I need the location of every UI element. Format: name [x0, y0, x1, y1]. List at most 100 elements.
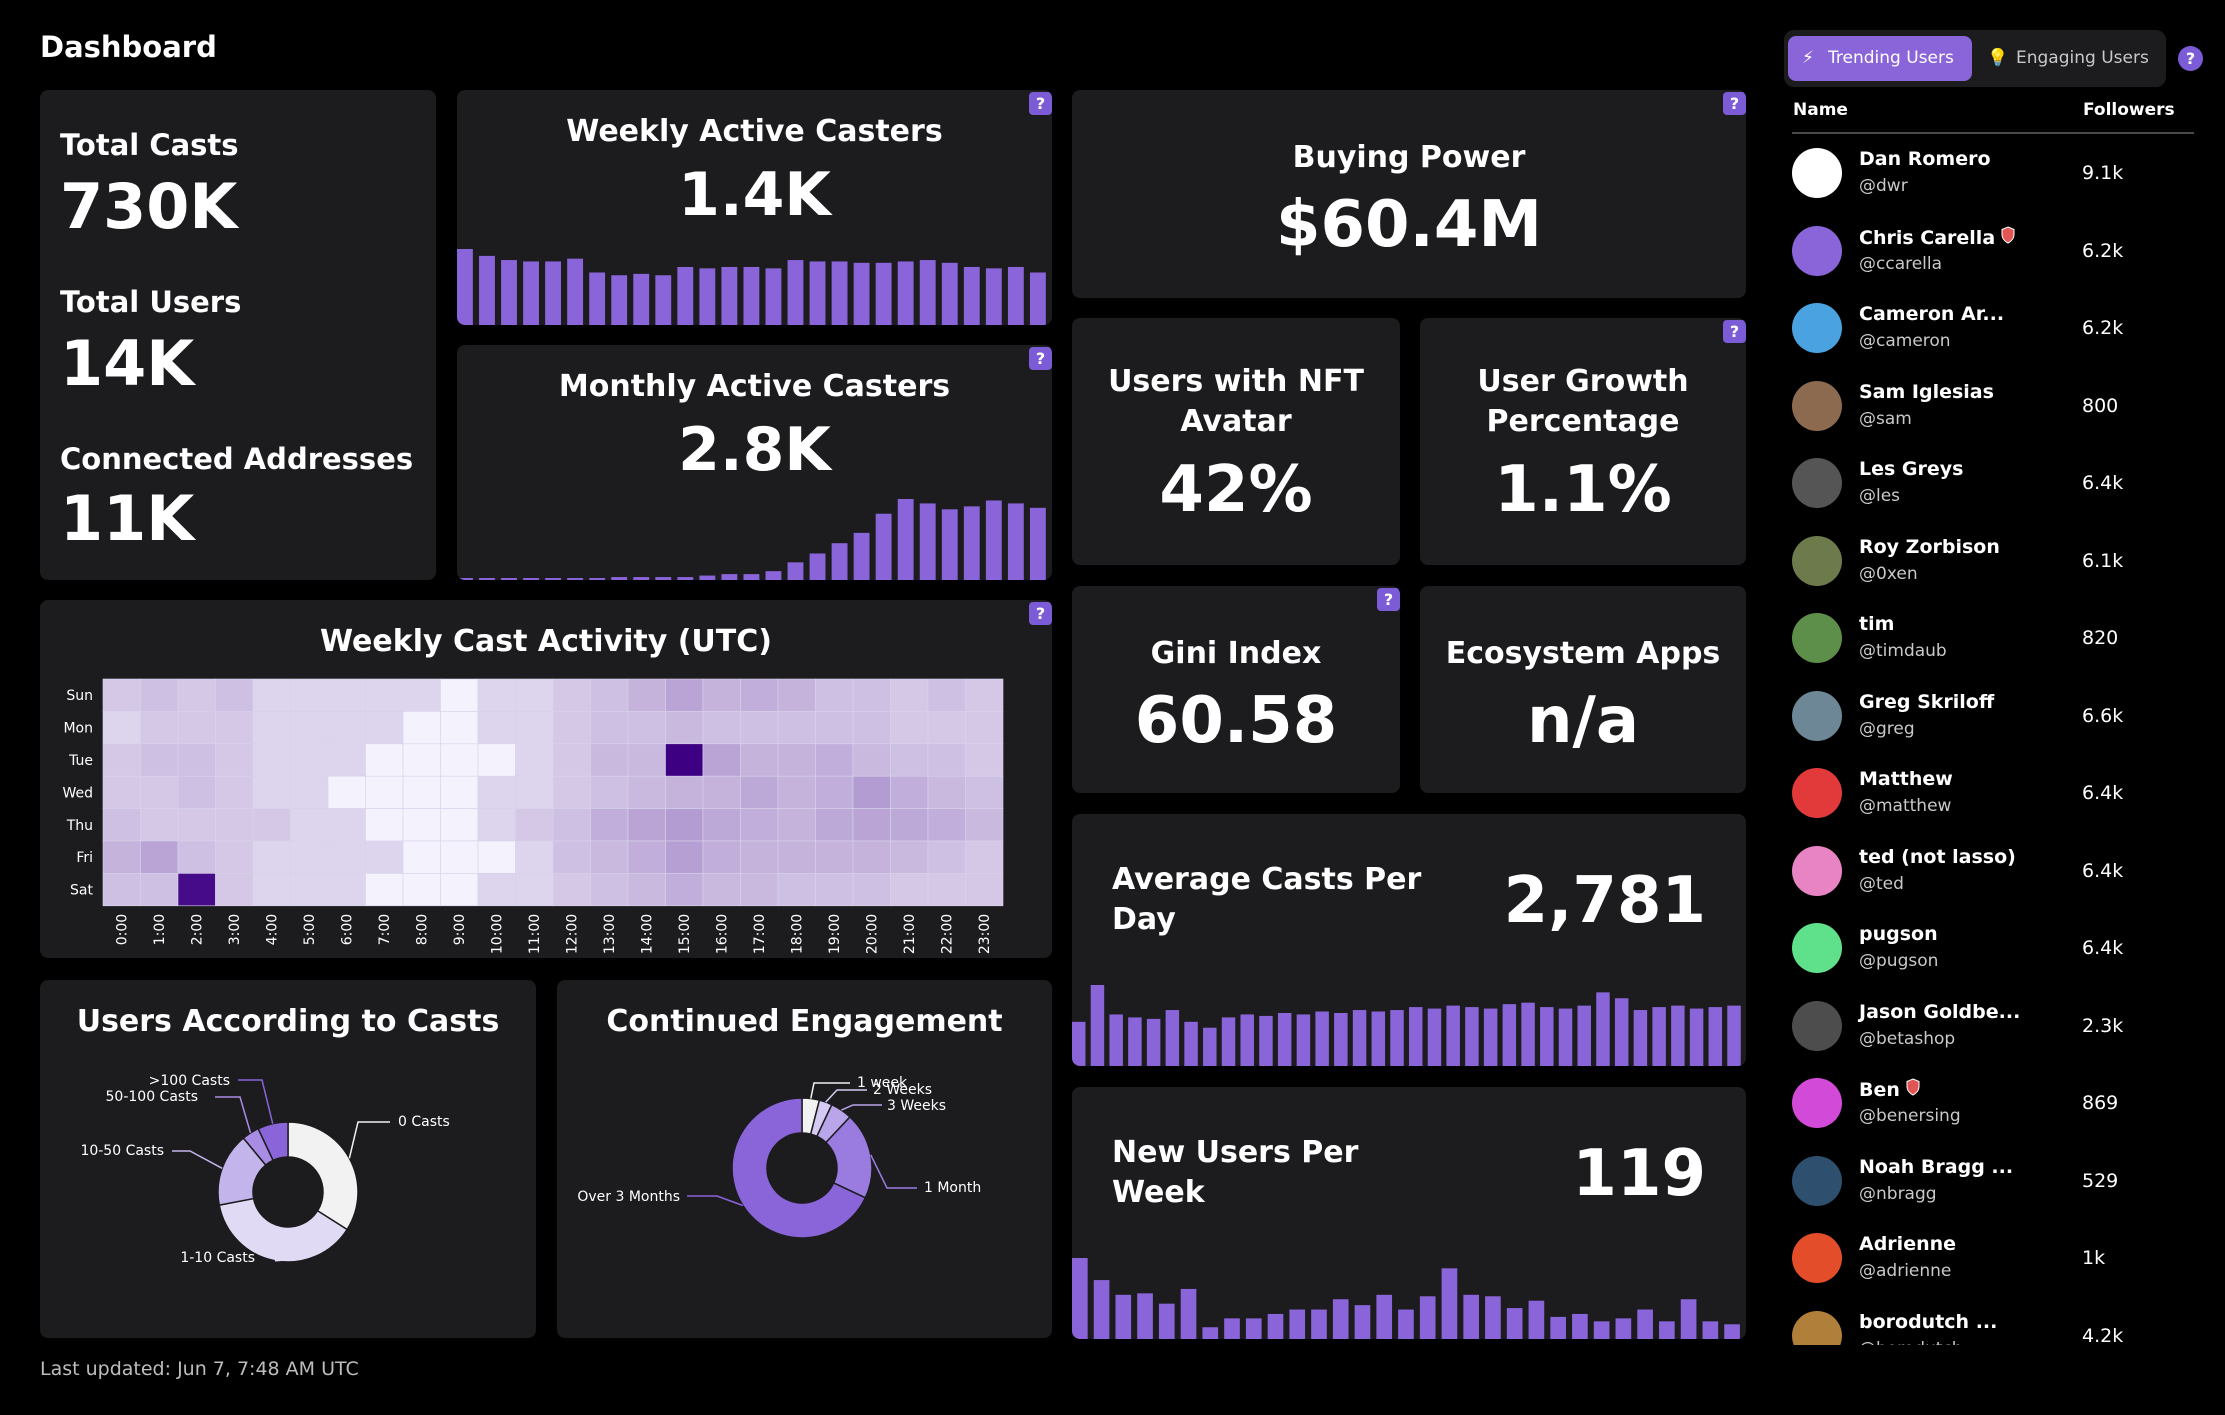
heatmap-cell [815, 678, 854, 712]
average-casts-bar [1708, 1007, 1723, 1066]
user-row[interactable]: Jason Goldbe... @betashop 2.3k [1792, 1000, 2212, 1071]
heatmap-cell [590, 808, 629, 842]
heatmap-cell [590, 775, 629, 809]
user-row[interactable]: Noah Bragg ... @nbragg 529 [1792, 1155, 2212, 1226]
monthly-active-bar [985, 500, 1002, 580]
heatmap-cell [252, 711, 291, 745]
heatmap-cell [702, 840, 741, 874]
user-row[interactable]: Matthew @matthew 6.4k [1792, 768, 2212, 838]
user-followers: 6.4k [2082, 937, 2124, 959]
user-row[interactable]: Cameron Ar... @cameron 6.2k [1792, 303, 2212, 373]
user-name: Les Greys [1859, 458, 1964, 480]
help-button[interactable]: ? [1377, 588, 1400, 611]
user-row[interactable]: ted (not lasso) @ted 6.4k [1792, 845, 2212, 916]
heatmap-cell [215, 743, 254, 777]
heatmap-cell [590, 873, 629, 907]
heatmap-cell [402, 711, 441, 745]
user-row[interactable]: Chris Carella @ccarella 6.2k [1792, 225, 2212, 296]
user-name: Greg Skriloff [1859, 690, 1995, 713]
monthly-active-casters-title: Monthly Active Casters [558, 369, 951, 404]
heatmap-hour-label: 16:00 [715, 914, 731, 954]
heatmap-cell [815, 873, 854, 907]
new-users-bar [1093, 1280, 1110, 1339]
heatmap-cell [477, 840, 516, 874]
total-casts-label: Total Casts [60, 128, 239, 162]
weekly-active-casters-bars [457, 249, 1046, 325]
heatmap-hour-label: 13:00 [602, 914, 618, 954]
heatmap-hour-label: 23:00 [977, 914, 993, 954]
user-row[interactable]: pugson @pugson 6.4k [1792, 923, 2212, 993]
ecosystem-apps-card: Ecosystem Apps n/a [1420, 586, 1746, 793]
user-followers: 6.4k [2082, 782, 2124, 804]
donut-leader-line [274, 1257, 286, 1262]
avatar [1792, 923, 1842, 973]
heatmap-day-label: Sat [70, 883, 93, 899]
heatmap-cell [590, 743, 629, 777]
tab-engaging-users[interactable]: 💡 Engaging Users [1980, 36, 2162, 81]
heatmap-cell [965, 808, 1004, 842]
help-button[interactable]: ? [1723, 320, 1746, 343]
user-handle: @ccarella [1859, 253, 1943, 274]
heatmap-cell [327, 775, 366, 809]
heatmap-cell [402, 808, 441, 842]
heatmap-cell [890, 840, 929, 874]
donut-leader-line [238, 1079, 274, 1124]
monthly-active-bar [743, 574, 760, 580]
heatmap-hour-label: 22:00 [940, 914, 956, 954]
bolt-icon: ⚡ [1802, 48, 1814, 68]
user-row[interactable]: Dan Romero @dwr 9.1k [1792, 148, 2212, 218]
user-row[interactable]: Ben @benersing 869 [1792, 1078, 2212, 1148]
monthly-active-bar [611, 577, 628, 580]
new-users-bar [1072, 1258, 1088, 1339]
tab-trending-users[interactable]: ⚡ Trending Users [1788, 36, 1972, 81]
new-users-bar [1441, 1268, 1458, 1339]
heatmap-cell [477, 808, 516, 842]
help-button[interactable]: ? [1723, 92, 1746, 115]
help-button[interactable]: ? [1029, 347, 1052, 370]
user-row[interactable]: borodutch ... @borodutch 4.2k [1792, 1310, 2212, 1345]
user-row[interactable]: Les Greys @les 6.4k [1792, 458, 2212, 528]
donut-leader-line [215, 1096, 252, 1134]
heatmap-cell [177, 678, 216, 712]
weekly-active-bar [875, 262, 892, 325]
user-row[interactable]: Adrienne @adrienne 1k [1792, 1233, 2212, 1303]
heatmap-cell [440, 775, 479, 809]
donut-leader-line [825, 1089, 867, 1103]
heatmap-cell [852, 678, 891, 712]
user-row[interactable]: Sam Iglesias @sam 800 [1792, 380, 2212, 451]
donut-label: 10-50 Casts [80, 1143, 164, 1159]
help-button[interactable]: ? [1029, 602, 1052, 625]
heatmap-cell [852, 873, 891, 907]
donut-label: 1 week [857, 1075, 908, 1091]
user-row[interactable]: Roy Zorbison @0xen 6.1k [1792, 535, 2212, 606]
heatmap-day-label: Sun [66, 688, 93, 704]
new-users-bar [1485, 1296, 1501, 1339]
new-users-bar [1311, 1309, 1327, 1339]
user-name: pugson [1859, 923, 1938, 945]
heatmap-cell [402, 873, 441, 907]
weekly-active-bar [721, 266, 738, 325]
user-row[interactable]: tim @timdaub 820 [1792, 613, 2212, 683]
help-button[interactable]: ? [2178, 46, 2203, 71]
heatmap-cell [215, 873, 254, 907]
average-casts-bar [1352, 1010, 1367, 1066]
heatmap-cell [440, 808, 479, 842]
heatmap-cell [890, 775, 929, 809]
new-users-bar [1267, 1313, 1284, 1339]
monthly-active-casters-value: 2.8K [678, 415, 831, 485]
new-users-bar [1289, 1309, 1306, 1339]
total-users-value: 14K [60, 327, 195, 400]
avatar [1792, 768, 1842, 818]
heatmap-cell [290, 840, 329, 874]
new-users-bar [1659, 1321, 1675, 1339]
heatmap-cell [440, 711, 479, 745]
user-followers: 6.2k [2082, 239, 2124, 262]
average-casts-bar [1577, 1005, 1591, 1066]
heatmap-cell [365, 840, 404, 874]
help-button[interactable]: ? [1029, 92, 1052, 115]
user-followers: 869 [2082, 1092, 2119, 1114]
monthly-active-bar [523, 578, 539, 580]
heatmap-cell [327, 711, 366, 745]
user-row[interactable]: Greg Skriloff @greg 6.6k [1792, 690, 2212, 761]
heatmap-cell [627, 808, 666, 842]
